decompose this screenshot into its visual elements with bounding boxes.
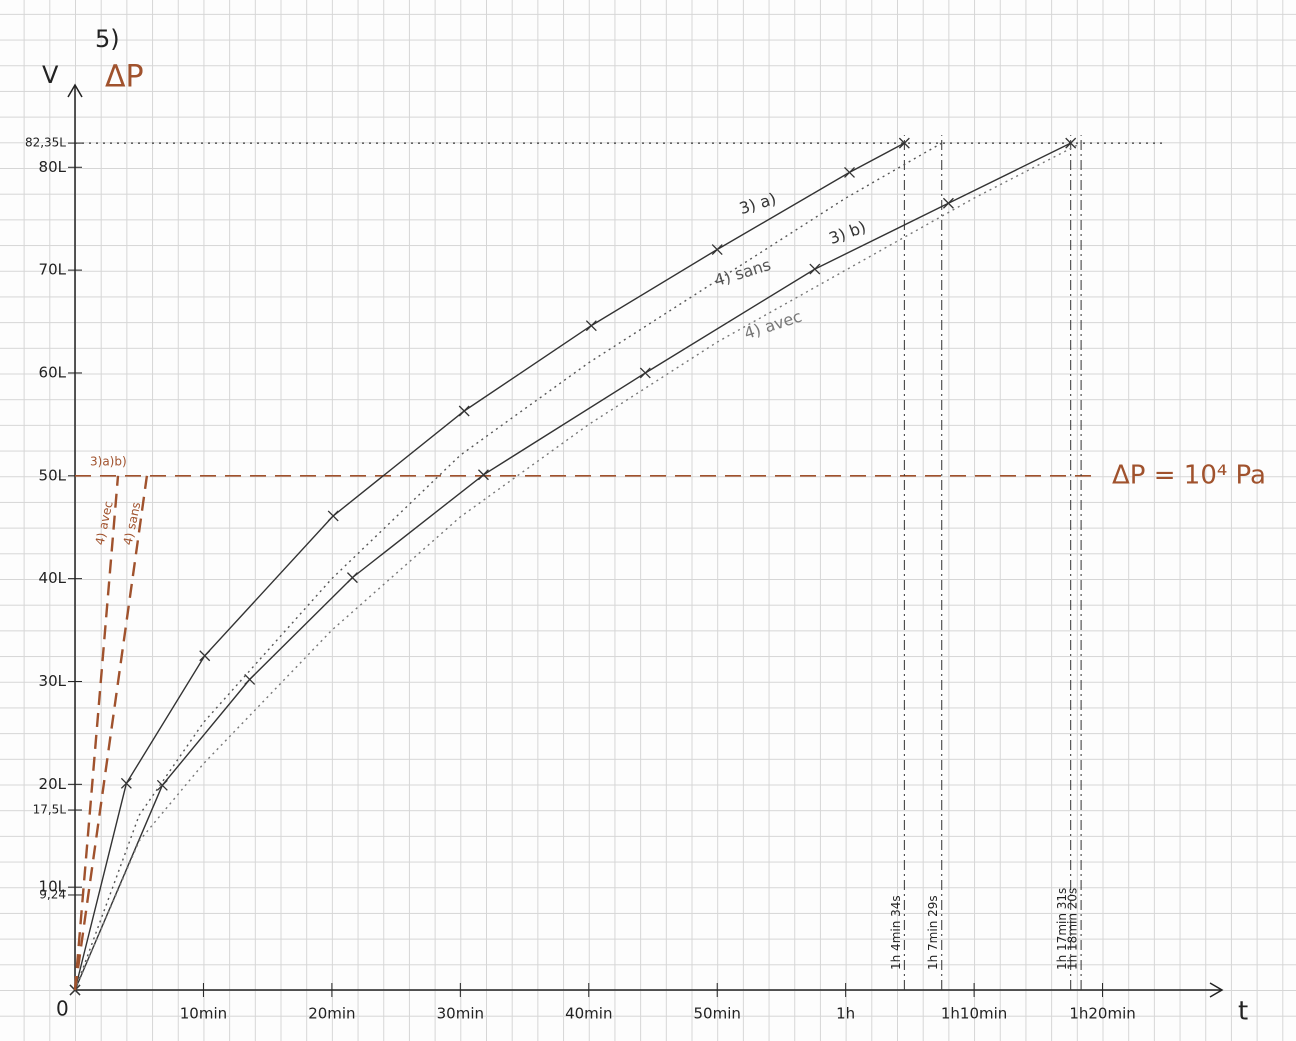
x-tick-label: 1h10min	[941, 1005, 1007, 1023]
y-tick-label: 50L	[39, 466, 67, 484]
series-line	[75, 143, 942, 990]
x-tick-label: 10min	[180, 1005, 227, 1023]
x-tick-label: 40min	[565, 1005, 612, 1023]
chart-title: 5)	[95, 25, 120, 53]
y-secondary-label: ΔP	[105, 60, 144, 95]
chart: 5) V ΔP t 0 3)a)b) 10min 20min 30min 40min 5…	[0, 0, 1296, 1041]
graph-paper: 5) V ΔP t 0 3)a)b) 10min 20min 30min 40min 5…	[0, 0, 1296, 1041]
point-marker	[245, 674, 255, 684]
series-label: 3) b)	[826, 217, 868, 248]
x-axis-label: t	[1238, 997, 1248, 1027]
y-tick-label: 17,5L	[33, 803, 67, 817]
y-tick-label: 82,35L	[25, 136, 66, 150]
series-label: 4) sans	[712, 255, 773, 290]
point-marker	[459, 406, 469, 416]
reference-label: ΔP = 10⁴ Pa	[1112, 460, 1266, 490]
point-marker	[845, 167, 855, 177]
series-label: 4) avec	[742, 307, 804, 343]
series-line	[75, 476, 147, 990]
point-marker	[200, 651, 210, 661]
series-line	[75, 143, 1081, 990]
x-tick-label: 30min	[437, 1005, 484, 1023]
y-tick-label: 40L	[39, 569, 67, 587]
ratio-label: 3)a)b)	[90, 455, 127, 469]
point-marker	[121, 778, 131, 788]
event-label: 1h 4min 34s	[889, 895, 903, 970]
y-axis-label: V	[42, 61, 59, 89]
x-tick-label: 1h	[836, 1005, 855, 1023]
point-marker	[810, 264, 820, 274]
point-marker	[640, 368, 650, 378]
event-label: 1h 7min 29s	[926, 895, 940, 970]
x-tick-label: 20min	[308, 1005, 355, 1023]
y-tick-label: 20L	[39, 775, 67, 793]
point-marker	[478, 470, 488, 480]
series-line	[75, 143, 904, 990]
x-tick-label: 50min	[694, 1005, 741, 1023]
origin-label: 0	[56, 997, 69, 1021]
y-tick-label: 70L	[39, 261, 67, 279]
y-tick-label: 30L	[39, 672, 67, 690]
point-marker	[712, 245, 722, 255]
y-tick-label: 10L	[39, 878, 67, 896]
point-marker	[328, 511, 338, 521]
y-tick-label: 80L	[39, 158, 67, 176]
point-marker	[347, 573, 357, 583]
event-label: 1h 18min 20s	[1066, 888, 1080, 970]
series-line	[75, 476, 118, 990]
point-marker	[157, 780, 167, 790]
series-line	[75, 143, 1071, 990]
y-tick-label: 60L	[39, 363, 67, 381]
point-marker	[586, 321, 596, 331]
series-label: 3) a)	[737, 189, 778, 218]
point-marker	[943, 198, 953, 208]
x-tick-label: 1h20min	[1069, 1005, 1135, 1023]
